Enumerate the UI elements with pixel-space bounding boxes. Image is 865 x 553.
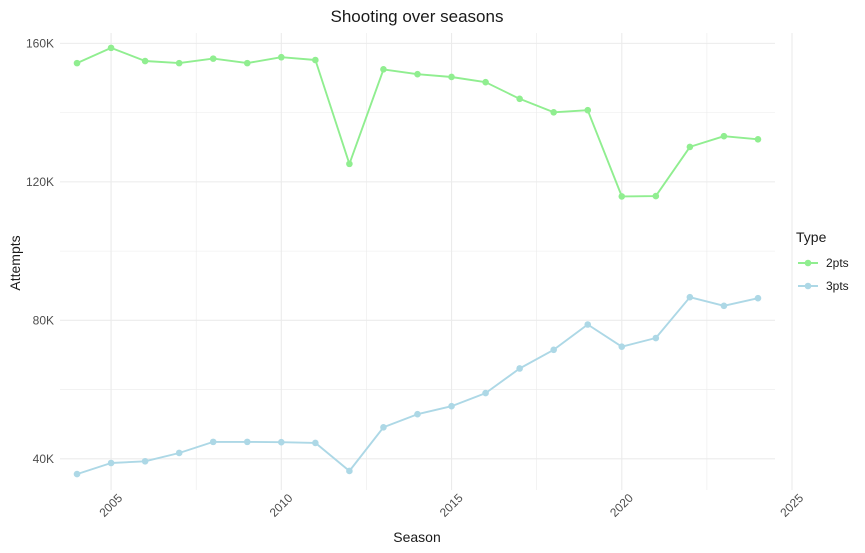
data-point-3pts (482, 389, 489, 397)
data-point-2pts (209, 55, 217, 62)
data-point-3pts (380, 424, 387, 431)
minor-gridlines (60, 33, 775, 490)
y-axis-title: Attempts (7, 235, 23, 290)
data-point-3pts (346, 467, 353, 475)
legend-label-3pts: 3pts (826, 279, 849, 293)
data-point-3pts (107, 459, 115, 467)
legend-label-2pts: 2pts (826, 256, 849, 270)
data-point-3pts (754, 294, 762, 302)
data-point-2pts (346, 160, 353, 168)
legend-key-point-2pts (804, 259, 812, 267)
x-tick-label: 2025 (777, 491, 806, 520)
data-point-2pts (73, 59, 81, 67)
y-tick-label: 160K (26, 36, 54, 50)
data-point-3pts (73, 470, 81, 478)
data-point-3pts (243, 438, 251, 446)
data-point-3pts (175, 449, 183, 457)
data-point-2pts (482, 78, 489, 86)
data-point-3pts (414, 410, 421, 418)
data-point-3pts (652, 334, 660, 342)
y-tick-label: 40K (33, 452, 54, 466)
data-point-2pts (618, 193, 626, 200)
series-line-2pts (76, 46, 759, 198)
data-point-2pts (652, 192, 660, 200)
data-point-2pts (516, 95, 523, 103)
data-point-2pts (243, 59, 251, 67)
data-point-2pts (414, 70, 421, 78)
x-tick-label: 2010 (267, 491, 296, 520)
legend-key-point-3pts (804, 282, 812, 290)
major-gridlines (60, 33, 793, 490)
legend: Type 2pts 3pts (796, 229, 849, 293)
data-point-3pts (209, 438, 217, 446)
data-point-3pts (618, 343, 626, 350)
series-layer (73, 44, 762, 478)
data-point-2pts (107, 44, 115, 52)
data-point-2pts (448, 73, 455, 81)
data-point-2pts (278, 53, 285, 61)
data-point-3pts (516, 365, 523, 372)
x-tick-label: 2005 (96, 491, 125, 520)
data-point-3pts (584, 321, 592, 328)
y-axis-ticks: 40K 80K 120K 160K (26, 36, 54, 465)
data-point-2pts (686, 143, 694, 151)
legend-title: Type (796, 229, 827, 245)
data-point-2pts (720, 132, 728, 140)
data-point-3pts (720, 302, 728, 310)
data-point-3pts (278, 438, 285, 446)
data-point-2pts (380, 66, 387, 73)
data-point-3pts (448, 402, 455, 410)
x-tick-label: 2020 (607, 491, 636, 520)
x-tick-label: 2015 (437, 491, 466, 520)
y-tick-label: 120K (26, 175, 54, 189)
data-point-2pts (175, 59, 183, 67)
data-point-2pts (584, 106, 592, 114)
data-point-2pts (754, 135, 762, 143)
x-axis-title: Season (393, 529, 440, 545)
data-point-3pts (312, 439, 319, 447)
x-axis-ticks: 2005 2010 2015 2020 2025 (96, 491, 806, 520)
data-point-3pts (686, 293, 694, 301)
y-tick-label: 80K (33, 313, 54, 327)
data-point-3pts (550, 346, 557, 354)
legend-entries: 2pts 3pts (798, 256, 849, 293)
series-line-3pts (76, 296, 759, 476)
data-point-2pts (141, 57, 149, 65)
chart-title: Shooting over seasons (331, 7, 504, 26)
data-point-2pts (312, 56, 319, 64)
data-point-3pts (141, 457, 149, 465)
data-point-2pts (550, 108, 557, 116)
